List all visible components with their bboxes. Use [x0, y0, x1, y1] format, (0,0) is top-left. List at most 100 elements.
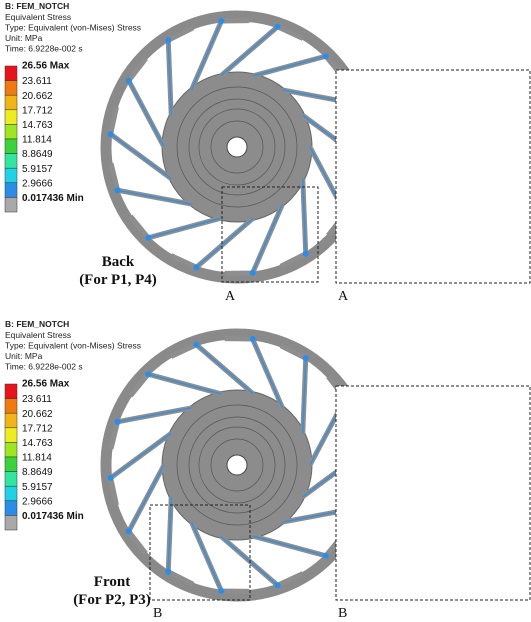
stress-spot — [303, 355, 309, 361]
spoke-stress — [221, 27, 278, 76]
stress-spot — [108, 475, 114, 481]
stress-spot — [193, 342, 199, 348]
legend-swatch — [5, 110, 17, 125]
legend-label: 2.9666 — [22, 178, 53, 189]
stress-spot — [250, 336, 256, 342]
legend-label: 5.9157 — [22, 482, 53, 493]
legend-label: 26.56 Max — [22, 379, 70, 390]
legend-label: 8.8649 — [22, 149, 53, 160]
legend-label: 0.017436 Min — [22, 511, 84, 522]
page: {"panels": [ {"header": {"title": "B: FE… — [0, 0, 531, 622]
legend-label: 17.712 — [22, 423, 53, 434]
legend-label: 23.611 — [22, 394, 52, 405]
header-line: Time: 6.9228e-002 s — [5, 362, 83, 372]
stress-spot — [193, 264, 199, 270]
caption: (For P1, P4) — [79, 272, 157, 288]
stress-spot — [275, 24, 281, 30]
header-title: B: FEM_NOTCH — [5, 1, 69, 11]
stress-spot — [145, 235, 151, 241]
legend-label: 11.814 — [22, 135, 52, 146]
legend-swatch — [5, 154, 17, 169]
legend-swatch — [5, 501, 17, 516]
legend-label: 2.9666 — [22, 496, 53, 507]
zoom-marker: B — [153, 606, 162, 621]
wheel — [106, 16, 368, 278]
legend-swatch — [5, 95, 17, 110]
legend-swatch — [5, 442, 17, 457]
legend-label: 23.611 — [22, 76, 52, 87]
header-line: Equivalent Stress — [5, 12, 71, 22]
legend-label: 26.56 Max — [22, 61, 70, 72]
spoke — [253, 56, 343, 78]
spoke-stress — [148, 374, 221, 394]
spoke-stress — [253, 56, 326, 76]
spoke-stress — [253, 536, 326, 556]
legend-swatch — [5, 472, 17, 487]
legend-label: 0.017436 Min — [22, 193, 84, 204]
legend-swatch — [5, 81, 17, 96]
legend-swatch — [5, 428, 17, 443]
spoke — [131, 216, 221, 238]
stress-spot — [218, 588, 224, 594]
stress-spot — [303, 251, 309, 257]
legend-swatch — [5, 183, 17, 198]
spoke-stress — [196, 218, 253, 267]
header-line: Unit: MPa — [5, 351, 43, 361]
legend-label: 14.763 — [22, 120, 53, 131]
header-title: B: FEM_NOTCH — [5, 319, 69, 329]
spoke — [129, 59, 164, 147]
spoke — [221, 536, 303, 585]
stress-spot — [323, 53, 329, 59]
legend-swatch — [5, 66, 17, 81]
stress-spot — [126, 78, 132, 84]
legend-swatch — [5, 139, 17, 154]
inset-bg — [336, 70, 531, 283]
hub-hole — [227, 137, 247, 157]
stress-spot — [323, 553, 329, 559]
legend-swatch — [5, 197, 17, 212]
caption: Back — [102, 254, 135, 270]
hub-hole — [227, 455, 247, 475]
header-line: Type: Equivalent (von-Mises) Stress — [5, 341, 141, 351]
spoke — [131, 374, 221, 396]
spoke-stress — [221, 536, 278, 585]
stress-spot — [108, 131, 114, 137]
inset-bg — [336, 386, 531, 600]
legend-label: 20.662 — [22, 91, 53, 102]
stress-spot — [115, 187, 121, 193]
spoke — [253, 534, 343, 556]
stress-spot — [250, 270, 256, 276]
header-line: Unit: MPa — [5, 33, 43, 43]
zoom-marker: A — [225, 289, 236, 304]
legend-swatch — [5, 124, 17, 139]
zoom-marker: A — [338, 289, 349, 304]
spoke-stress — [129, 465, 164, 531]
figure: B: FEM_NOTCHEquivalent StressType: Equiv… — [0, 0, 531, 622]
header-line: Time: 6.9228e-002 s — [5, 44, 83, 54]
header-line: Equivalent Stress — [5, 330, 71, 340]
caption: (For P2, P3) — [73, 592, 151, 608]
stress-spot — [165, 569, 171, 575]
stress-spot — [165, 37, 171, 43]
spoke-stress — [129, 81, 164, 147]
legend-swatch — [5, 384, 17, 399]
caption: Front — [94, 574, 130, 590]
spoke — [171, 345, 253, 394]
header-line: Type: Equivalent (von-Mises) Stress — [5, 23, 141, 33]
spoke-stress — [196, 345, 253, 394]
legend-swatch — [5, 486, 17, 501]
stress-spot — [275, 582, 281, 588]
stress-spot — [145, 371, 151, 377]
legend-label: 11.814 — [22, 453, 52, 464]
stress-spot — [126, 528, 132, 534]
spoke — [129, 465, 164, 553]
spoke-stress — [148, 218, 221, 238]
zoom-marker: B — [338, 606, 347, 621]
spoke — [171, 218, 253, 267]
legend-label: 14.763 — [22, 438, 53, 449]
legend-label: 5.9157 — [22, 164, 53, 175]
legend-label: 20.662 — [22, 409, 53, 420]
spoke — [221, 27, 303, 76]
legend-swatch — [5, 413, 17, 428]
stress-spot — [115, 419, 121, 425]
